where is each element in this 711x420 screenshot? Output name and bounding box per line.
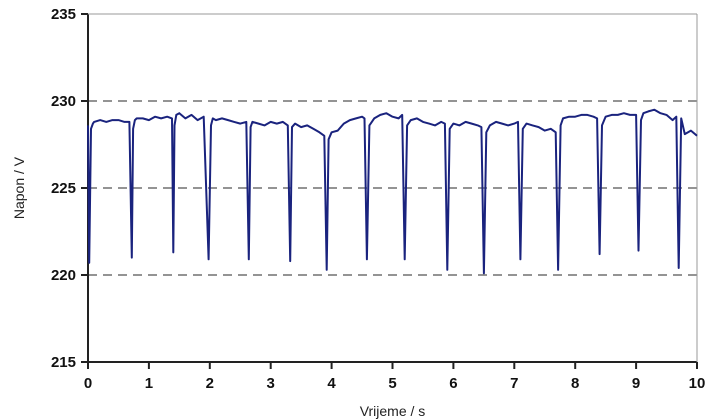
- x-tick-label-6: 6: [449, 375, 457, 392]
- x-axis-label: Vrijeme / s: [360, 403, 426, 419]
- gridlines: [88, 100, 697, 276]
- y-axis-label: Napon / V: [11, 156, 27, 219]
- y-tick-label-220: 220: [51, 267, 76, 284]
- y-tick-label-235: 235: [51, 6, 76, 23]
- x-tick-label-3: 3: [267, 375, 275, 392]
- x-tick-label-8: 8: [571, 375, 579, 392]
- y-axis-ticks: 215 220 225 230 235: [51, 6, 88, 371]
- x-tick-label-5: 5: [388, 375, 396, 392]
- x-tick-label-2: 2: [206, 375, 214, 392]
- y-tick-label-230: 230: [51, 93, 76, 110]
- x-tick-label-9: 9: [632, 375, 640, 392]
- x-axis-ticks: 0 1 2 3 4 5 6 7 8 9 10: [84, 362, 706, 392]
- y-tick-label-225: 225: [51, 180, 76, 197]
- x-tick-label-1: 1: [145, 375, 153, 392]
- y-tick-label-215: 215: [51, 354, 76, 371]
- x-tick-label-10: 10: [689, 375, 706, 392]
- series-line-voltage: [87, 108, 698, 275]
- x-tick-label-7: 7: [510, 375, 518, 392]
- x-tick-label-0: 0: [84, 375, 92, 392]
- x-tick-label-4: 4: [327, 375, 336, 392]
